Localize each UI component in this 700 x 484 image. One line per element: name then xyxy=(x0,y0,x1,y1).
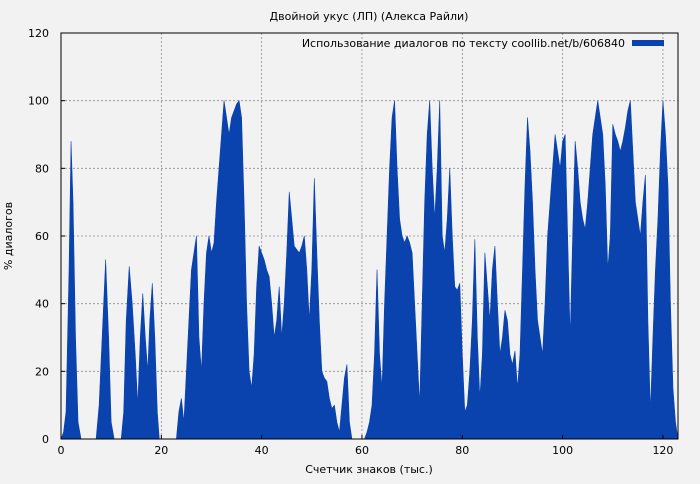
series-layer xyxy=(60,100,679,440)
x-tick-label: 120 xyxy=(652,444,673,457)
x-tick-label: 100 xyxy=(552,444,573,457)
x-axis: 0 20 40 60 80 100 120 xyxy=(58,435,673,457)
chart-title: Двойной укус (ЛП) (Алекса Райли) xyxy=(270,10,469,23)
legend-label: Использование диалогов по тексту coollib… xyxy=(302,37,625,50)
x-tick-label: 0 xyxy=(58,444,65,457)
y-tick-label: 0 xyxy=(42,433,49,446)
y-axis: 0 20 40 60 80 100 120 xyxy=(28,27,65,446)
legend-swatch xyxy=(632,40,664,46)
x-tick-label: 40 xyxy=(255,444,269,457)
y-tick-label: 60 xyxy=(35,230,49,243)
series-area xyxy=(60,100,679,440)
x-tick-label: 80 xyxy=(455,444,469,457)
y-tick-label: 20 xyxy=(35,365,49,378)
x-tick-label: 60 xyxy=(355,444,369,457)
y-tick-label: 120 xyxy=(28,27,49,40)
y-tick-label: 100 xyxy=(28,95,49,108)
grid xyxy=(61,33,678,439)
x-tick-label: 20 xyxy=(154,444,168,457)
legend: Использование диалогов по тексту coollib… xyxy=(302,37,664,50)
y-tick-label: 40 xyxy=(35,298,49,311)
y-tick-label: 80 xyxy=(35,162,49,175)
x-axis-label: Счетчик знаков (тыс.) xyxy=(305,463,433,476)
y-axis-label: % диалогов xyxy=(2,202,15,270)
